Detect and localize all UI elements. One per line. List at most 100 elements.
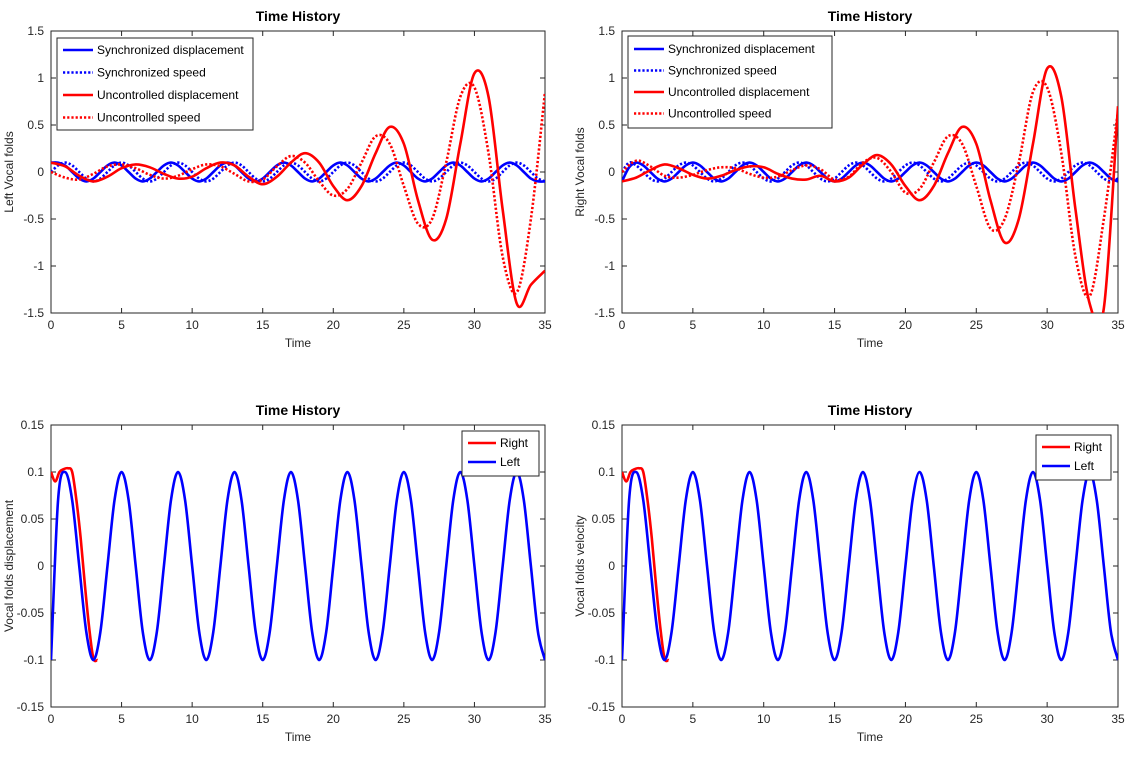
x-tick-label: 0 — [619, 318, 626, 332]
y-tick-label: 0 — [608, 165, 615, 179]
x-tick-label: 0 — [619, 712, 626, 726]
y-tick-label: 1 — [37, 71, 44, 85]
series-line-synchronized-displacement — [51, 161, 545, 183]
legend-label: Left — [500, 455, 521, 469]
x-axis-label: Time — [285, 730, 312, 744]
legend: Right Left — [461, 430, 540, 477]
legend-label: Uncontrolled displacement — [97, 88, 239, 102]
legend-label: Uncontrolled speed — [668, 107, 771, 121]
x-tick-label: 10 — [757, 318, 771, 332]
legend-label: Synchronized speed — [668, 64, 777, 78]
x-tick-label: 35 — [538, 318, 552, 332]
legend-label: Synchronized displacement — [97, 43, 244, 57]
x-tick-label: 30 — [1040, 318, 1054, 332]
x-tick-label: 10 — [185, 712, 199, 726]
y-tick-label: 0.05 — [21, 512, 45, 526]
chart-panel-1: Time History 0 5 10 15 20 25 30 35 -1.5 -1 -0.5 0 0.5… — [2, 8, 552, 350]
series-line-uncontrolled-speed — [51, 81, 545, 295]
legend-label: Right — [1074, 440, 1103, 454]
legend-label: Uncontrolled speed — [97, 111, 200, 125]
legend-box — [1035, 434, 1112, 481]
y-tick-label: 0.5 — [27, 118, 44, 132]
x-tick-label: 5 — [118, 318, 125, 332]
y-tick-label: 0 — [37, 165, 44, 179]
y-tick-label: 1 — [608, 71, 615, 85]
y-tick-label: -0.5 — [23, 212, 44, 226]
x-tick-label: 35 — [538, 712, 552, 726]
legend-label: Uncontrolled displacement — [668, 85, 810, 99]
x-tick-label: 30 — [468, 712, 482, 726]
series-group — [622, 65, 1118, 313]
y-axis-label: Vocal folds displacement — [2, 499, 16, 632]
x-tick-label: 15 — [828, 712, 842, 726]
chart-title: Time History — [828, 402, 913, 418]
x-tick-label: 25 — [970, 318, 984, 332]
x-tick-label: 5 — [690, 712, 697, 726]
series-line-left — [622, 470, 1118, 662]
y-tick-label: 0 — [608, 559, 615, 573]
x-tick-label: 25 — [970, 712, 984, 726]
y-axis-label: Left Vocal folds — [2, 131, 16, 212]
y-axis-label: Right Vocal folds — [573, 127, 587, 216]
y-tick-label: -0.05 — [588, 606, 616, 620]
legend: Synchronized displacement Synchronized sp… — [627, 35, 833, 129]
x-tick-label: 35 — [1111, 712, 1125, 726]
legend-label: Right — [500, 436, 529, 450]
series-line-right — [51, 466, 99, 663]
y-tick-label: 0.15 — [21, 418, 45, 432]
x-tick-label: 15 — [828, 318, 842, 332]
chart-panel-2: Time History 0 5 10 15 20 25 30 35 -1.5 -1 -0.5 0 0.5… — [573, 8, 1125, 350]
y-tick-label: 1.5 — [27, 24, 44, 38]
y-tick-label: -1.5 — [23, 306, 44, 320]
y-tick-label: 0 — [37, 559, 44, 573]
legend-label: Left — [1074, 459, 1095, 473]
series-line-synchronized-speed — [622, 161, 1118, 183]
x-tick-label: 15 — [256, 712, 270, 726]
y-tick-label: 0.1 — [27, 465, 44, 479]
chart-title: Time History — [256, 402, 341, 418]
series-line-uncontrolled-speed — [622, 79, 1118, 299]
x-tick-label: 30 — [468, 318, 482, 332]
legend-box — [461, 430, 540, 477]
x-axis-label: Time — [285, 336, 312, 350]
y-tick-label: -1 — [604, 259, 615, 273]
y-tick-label: 0.05 — [592, 512, 616, 526]
series-line-right — [622, 466, 670, 663]
y-tick-label: -0.15 — [17, 700, 45, 714]
chart-title: Time History — [256, 8, 341, 24]
legend-box — [56, 37, 254, 131]
x-tick-label: 10 — [757, 712, 771, 726]
legend: Synchronized displacement Synchronized sp… — [56, 37, 254, 131]
axes-frame — [621, 424, 1119, 708]
legend-box — [627, 35, 833, 129]
x-tick-label: 35 — [1111, 318, 1125, 332]
y-tick-label: 1.5 — [598, 24, 615, 38]
y-axis-label: Vocal folds velocity — [573, 515, 587, 616]
y-tick-label: -0.1 — [23, 653, 44, 667]
x-tick-label: 10 — [185, 318, 199, 332]
y-tick-label: 0.5 — [598, 118, 615, 132]
y-tick-label: -1.5 — [594, 306, 615, 320]
x-tick-label: 25 — [397, 318, 411, 332]
chart-panel-3: Time History 0 5 10 15 20 25 30 35 -0.15 -0.1 -0.05… — [2, 402, 552, 744]
series-line-uncontrolled-displacement — [51, 69, 545, 309]
x-tick-label: 5 — [690, 318, 697, 332]
x-tick-label: 20 — [327, 318, 341, 332]
legend-label: Synchronized speed — [97, 66, 206, 80]
y-tick-label: -1 — [33, 259, 44, 273]
chart-title: Time History — [828, 8, 913, 24]
y-tick-label: -0.15 — [588, 700, 616, 714]
x-axis-label: Time — [857, 730, 884, 744]
x-tick-label: 0 — [48, 318, 55, 332]
x-tick-label: 20 — [327, 712, 341, 726]
x-tick-label: 15 — [256, 318, 270, 332]
y-tick-label: -0.5 — [594, 212, 615, 226]
y-tick-label: -0.05 — [17, 606, 45, 620]
series-line-uncontrolled-displacement — [622, 65, 1118, 313]
x-tick-label: 25 — [397, 712, 411, 726]
chart-panel-4: Time History 0 5 10 15 20 25 30 35 -0.15 -0.1 -0.05… — [573, 402, 1125, 744]
y-tick-label: -0.1 — [594, 653, 615, 667]
x-tick-label: 0 — [48, 712, 55, 726]
y-tick-label: 0.1 — [598, 465, 615, 479]
